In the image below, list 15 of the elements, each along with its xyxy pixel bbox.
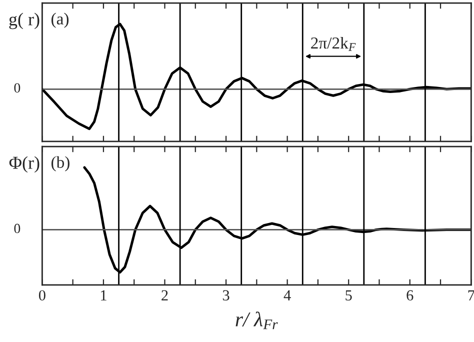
x-tick-label: 3 — [222, 290, 230, 300]
ref-line-label: 0 — [14, 83, 20, 93]
x-axis-title: r/ λ$_{Fr}$ — [236, 312, 278, 330]
x-tick-label: 6 — [406, 290, 414, 300]
annotation: (b) — [51, 156, 70, 172]
x-tick-label: 0 — [38, 290, 46, 300]
annotation: 2π/2k$_{F}$ — [311, 36, 356, 51]
y-axis-title: Φ(r) — [9, 156, 40, 173]
x-tick-label: 1 — [100, 290, 106, 300]
x-tick-label: 5 — [346, 290, 352, 300]
y-axis-title: g( r) — [9, 12, 40, 30]
annotation: (a) — [51, 12, 69, 28]
x-tick-label: 2 — [162, 290, 168, 300]
x-tick-label: 4 — [284, 290, 291, 300]
ref-line-label: 0 — [14, 224, 20, 234]
